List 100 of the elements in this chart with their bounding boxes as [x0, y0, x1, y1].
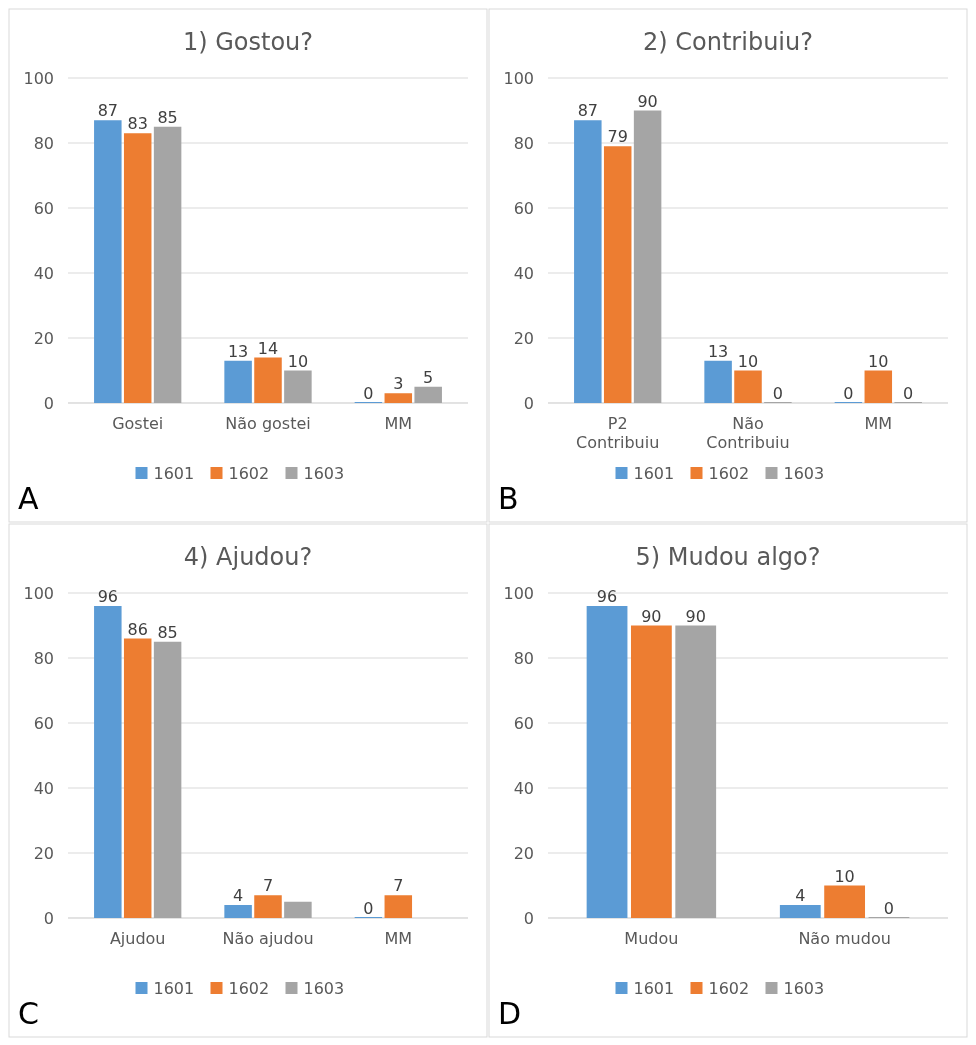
- y-tick-label: 0: [523, 393, 534, 413]
- legend-label: 1601: [633, 463, 675, 483]
- legend-label: 1602: [228, 978, 270, 998]
- bar: [123, 638, 152, 918]
- y-tick-label: 80: [513, 133, 534, 153]
- y-tick-label: 100: [503, 68, 534, 88]
- y-tick-label: 80: [513, 648, 534, 668]
- bar: [633, 110, 662, 403]
- bar: [254, 895, 282, 918]
- y-tick-label: 100: [23, 583, 54, 603]
- legend-label: 1602: [228, 463, 270, 483]
- data-label: 4: [795, 886, 806, 905]
- data-label: 10: [737, 351, 759, 371]
- y-tick-label: 0: [43, 393, 54, 413]
- y-tick-label: 20: [513, 328, 534, 348]
- bar: [675, 625, 717, 918]
- chart-title: 1) Gostou?: [182, 28, 314, 56]
- x-tick-label: P2 Contribuiu: [576, 414, 660, 453]
- chart-title: 2) Contribuiu?: [643, 28, 813, 56]
- bar: [734, 370, 762, 403]
- bar: [254, 357, 282, 403]
- data-label: 83: [127, 114, 148, 134]
- bar: [224, 905, 252, 918]
- data-label: 0: [363, 899, 374, 918]
- y-tick-label: 60: [513, 713, 534, 733]
- y-tick-label: 40: [513, 778, 534, 798]
- legend-label: 1601: [153, 463, 195, 483]
- data-label: 90: [641, 606, 662, 626]
- data-label: 7: [393, 876, 404, 896]
- chart-title: 5) Mudou algo?: [635, 543, 821, 571]
- bar: [824, 885, 866, 918]
- x-tick-label: MM: [384, 414, 413, 433]
- y-tick-label: 60: [33, 198, 54, 218]
- x-tick-label: MM: [864, 414, 893, 433]
- x-tick-label: MM: [384, 929, 413, 948]
- data-label: 0: [363, 384, 374, 403]
- text: D: [498, 996, 522, 1031]
- y-tick-label: 40: [33, 263, 54, 283]
- data-label: 90: [637, 91, 658, 111]
- data-label: 10: [834, 866, 855, 886]
- y-tick-label: 100: [23, 68, 54, 88]
- data-label: 4: [233, 886, 244, 905]
- data-label: 79: [607, 127, 628, 147]
- data-label: 87: [577, 101, 598, 121]
- y-tick-label: 60: [33, 713, 54, 733]
- y-tick-label: 80: [33, 133, 54, 153]
- bar: [224, 360, 252, 403]
- y-tick-label: 100: [503, 583, 534, 603]
- text: B: [498, 481, 519, 516]
- bar: [414, 386, 442, 403]
- legend-label: 1603: [303, 978, 345, 998]
- y-tick-label: 20: [33, 328, 54, 348]
- x-tick-label: Mudou: [624, 929, 679, 948]
- x-tick-label: Não mudou: [798, 929, 891, 948]
- bar: [704, 360, 732, 403]
- bar: [123, 133, 152, 403]
- data-label: 10: [868, 351, 889, 371]
- data-label: 0: [883, 899, 895, 918]
- data-label: 96: [596, 587, 618, 606]
- legend-label: 1602: [708, 978, 750, 998]
- y-tick-label: 20: [513, 843, 534, 863]
- legend-label: 1601: [153, 978, 195, 998]
- data-label: 14: [257, 338, 279, 358]
- data-label: 13: [707, 341, 729, 361]
- data-label: 90: [685, 606, 706, 626]
- y-tick-label: 0: [43, 908, 54, 928]
- legend-label: 1603: [303, 463, 345, 483]
- data-label: 13: [227, 341, 249, 361]
- x-tick-label: Não gostei: [225, 414, 311, 433]
- bar: [603, 146, 632, 403]
- bar: [284, 370, 312, 403]
- bar: [284, 901, 312, 918]
- data-label: 0: [772, 384, 783, 403]
- bar: [153, 641, 182, 918]
- x-tick-label: Não ajudou: [222, 929, 314, 948]
- x-tick-label: Não Contribuiu: [706, 414, 790, 453]
- bar: [94, 606, 122, 918]
- data-label: 5: [423, 367, 434, 387]
- text: A: [18, 481, 39, 516]
- data-label: 87: [97, 101, 118, 121]
- x-tick-label: Gostei: [112, 414, 164, 433]
- bar: [384, 895, 413, 918]
- legend-label: 1602: [708, 463, 750, 483]
- data-label: 85: [157, 622, 178, 642]
- legend-label: 1603: [783, 463, 825, 483]
- data-label: 0: [843, 384, 854, 403]
- data-label: 3: [393, 374, 404, 394]
- y-tick-label: 40: [513, 263, 534, 283]
- text: C: [18, 996, 39, 1031]
- y-tick-label: 40: [33, 778, 54, 798]
- data-label: 96: [97, 587, 118, 606]
- data-label: 10: [287, 351, 309, 371]
- data-label: 7: [262, 876, 274, 896]
- bar: [586, 606, 628, 918]
- y-tick-label: 80: [33, 648, 54, 668]
- bar: [384, 393, 413, 403]
- y-tick-label: 20: [33, 843, 54, 863]
- data-label: 85: [157, 107, 178, 127]
- legend-label: 1603: [783, 978, 825, 998]
- x-tick-label: Ajudou: [109, 929, 166, 948]
